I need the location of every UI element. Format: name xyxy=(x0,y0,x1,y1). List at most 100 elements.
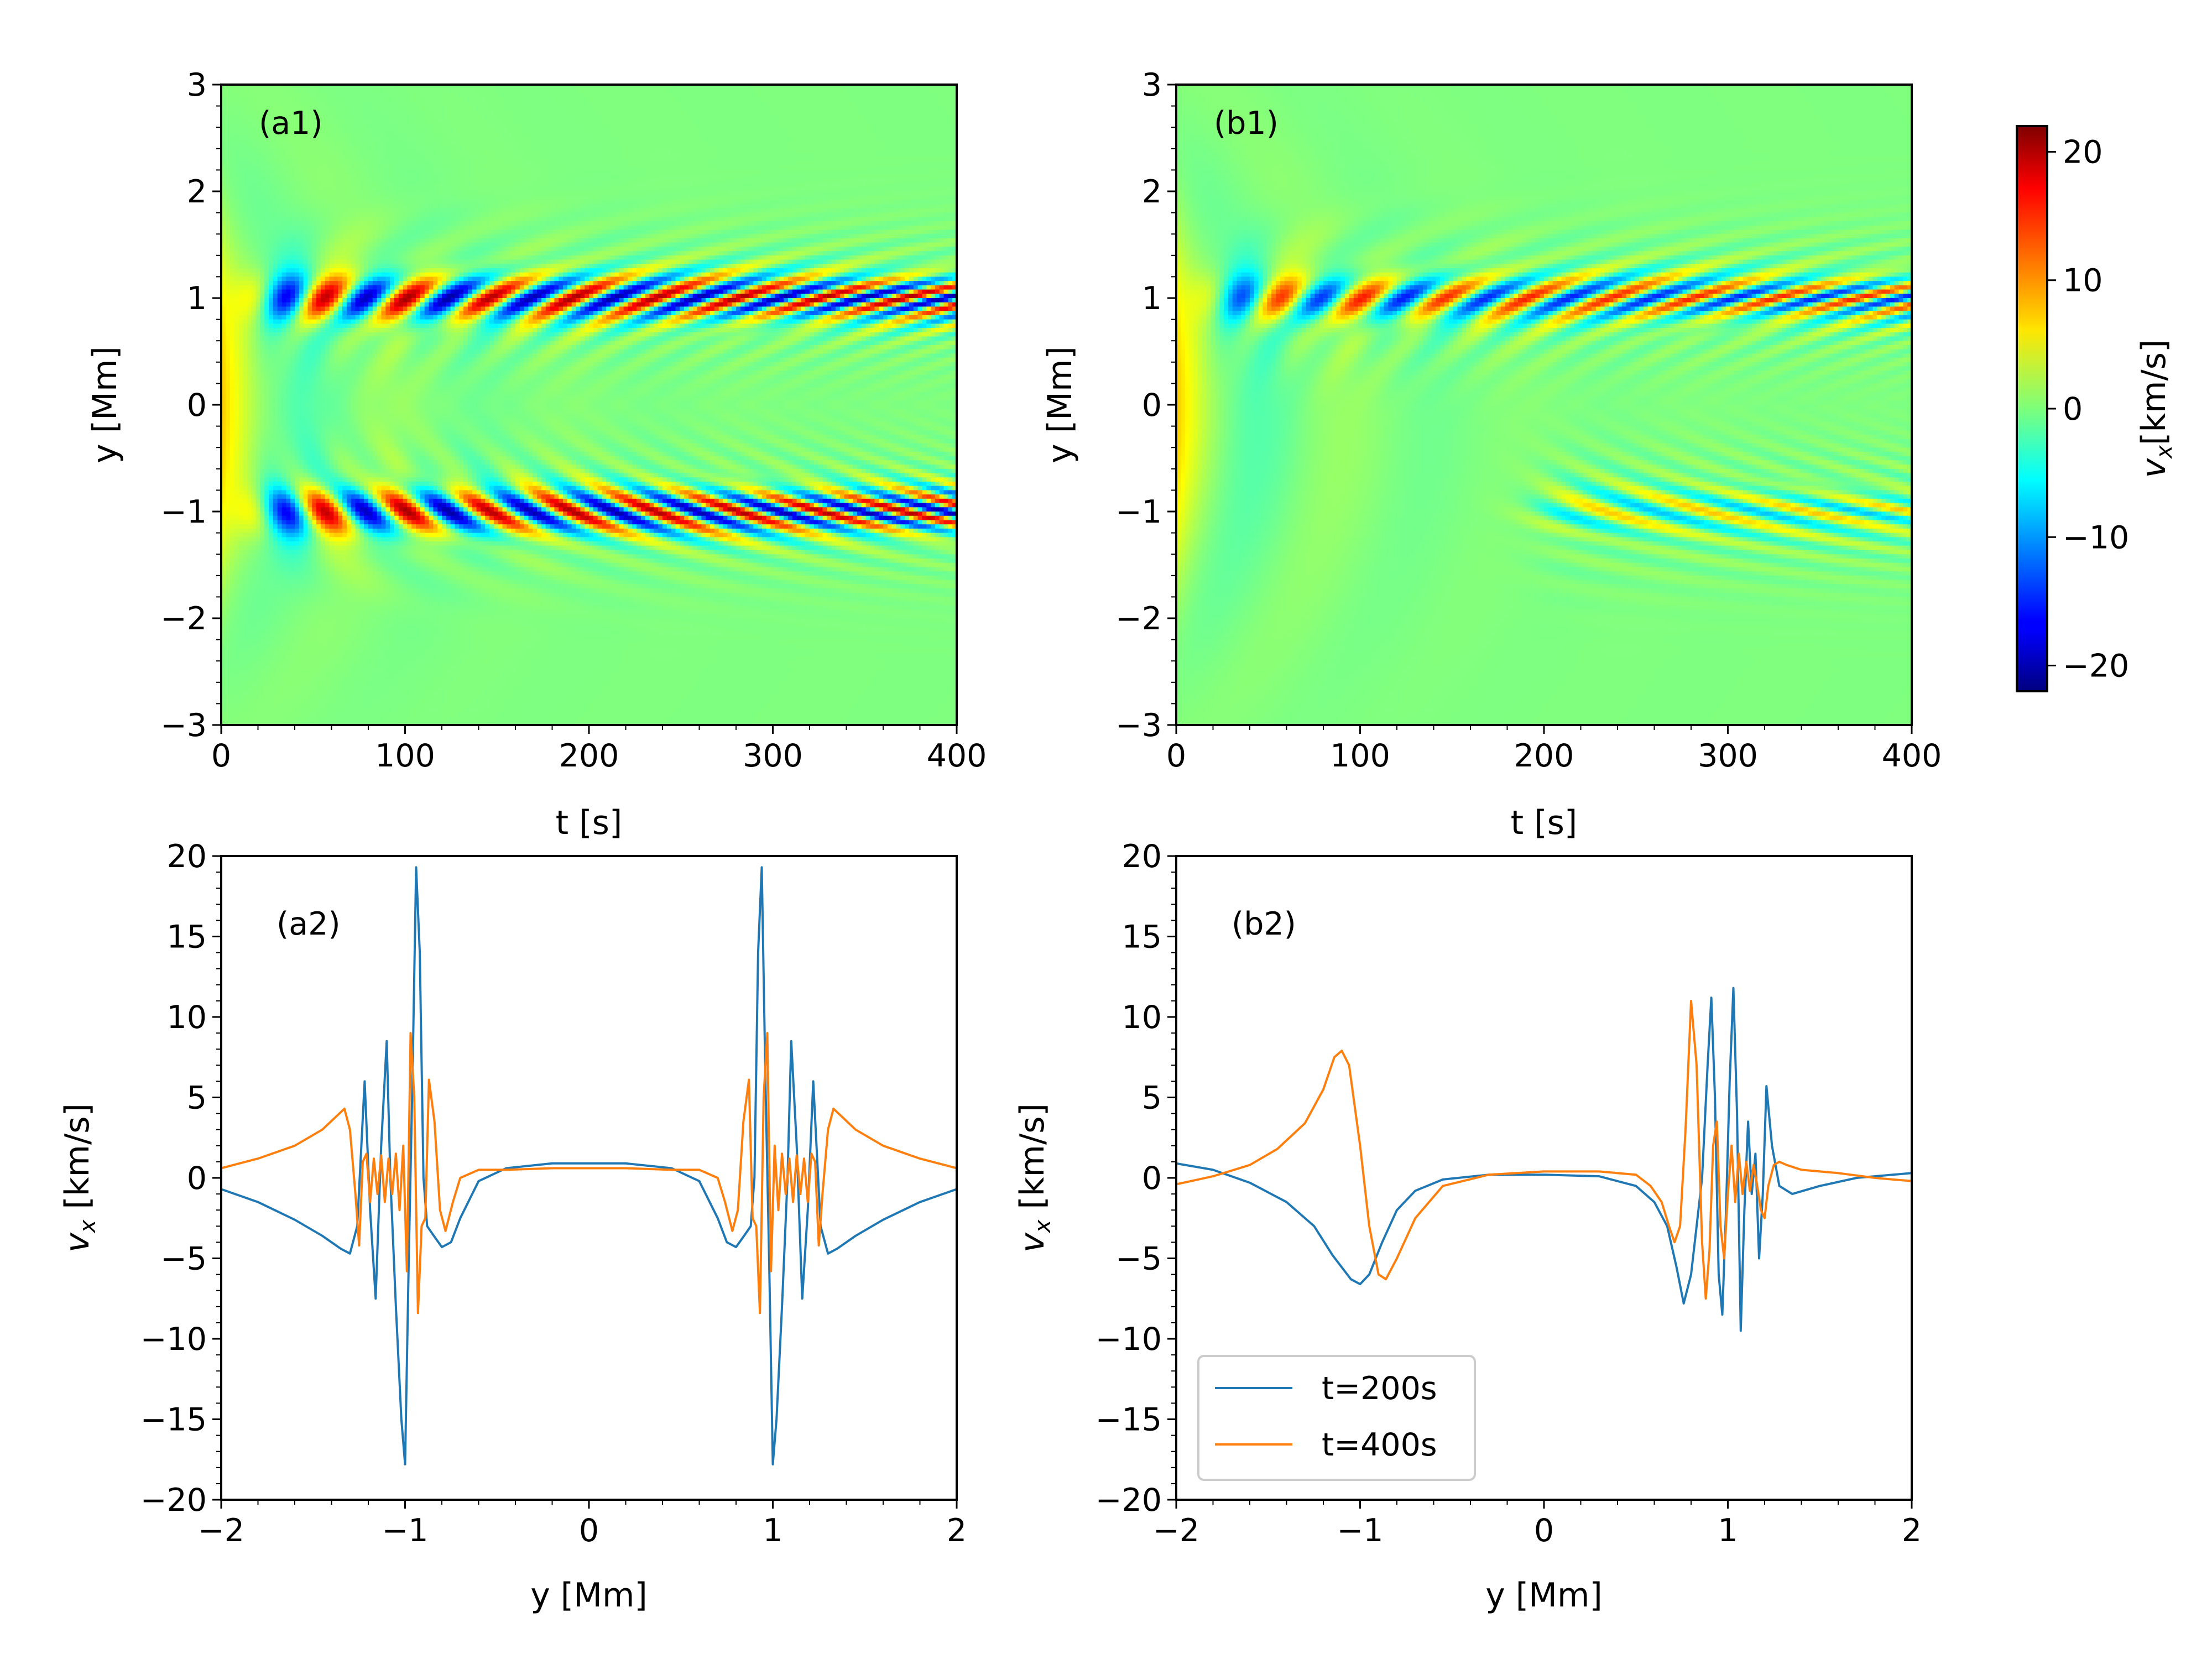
heatmap-cell xyxy=(256,375,260,379)
heatmap-cell xyxy=(238,183,243,187)
heatmap-cell xyxy=(252,708,256,712)
heatmap-cell xyxy=(252,140,256,144)
heatmap-cell xyxy=(226,281,230,285)
heatmap-cell xyxy=(247,200,252,204)
heatmap-cell xyxy=(230,610,234,614)
heatmap-cell xyxy=(264,606,269,610)
heatmap-cell xyxy=(243,405,247,409)
heatmap-cell xyxy=(234,221,238,226)
heatmap-cell xyxy=(269,507,273,512)
heatmap-cell xyxy=(264,700,269,704)
heatmap-cell xyxy=(234,631,238,635)
heatmap-cell xyxy=(252,618,256,623)
heatmap-cell xyxy=(226,153,230,158)
heatmap-cell xyxy=(226,656,230,661)
heatmap-cell xyxy=(238,473,243,478)
heatmap-cell xyxy=(226,520,230,524)
heatmap-cell xyxy=(256,260,260,264)
heatmap-cell xyxy=(234,503,238,508)
heatmap-cell xyxy=(256,328,260,332)
heatmap-cell xyxy=(226,524,230,529)
heatmap-cell xyxy=(264,473,269,478)
heatmap-cell xyxy=(234,648,238,653)
heatmap-cell xyxy=(226,413,230,418)
heatmap-cell xyxy=(252,529,256,533)
heatmap-cell xyxy=(247,140,252,144)
heatmap-cell xyxy=(238,123,243,127)
heatmap-cell xyxy=(230,234,234,238)
heatmap-cell xyxy=(238,516,243,520)
heatmap-cell xyxy=(243,243,247,247)
heatmap-cell xyxy=(243,678,247,682)
heatmap-cell xyxy=(260,93,264,97)
heatmap-cell xyxy=(230,661,234,665)
heatmap-cell xyxy=(264,597,269,601)
heatmap-cell xyxy=(260,157,264,161)
heatmap-cell xyxy=(252,221,256,226)
heatmap-cell xyxy=(260,149,264,153)
heatmap-cell xyxy=(260,653,264,657)
heatmap-cell xyxy=(247,712,252,717)
heatmap-cell xyxy=(264,273,269,277)
heatmap-cell xyxy=(260,670,264,674)
heatmap-cell xyxy=(256,447,260,452)
heatmap-cell xyxy=(260,588,264,593)
heatmap-cell xyxy=(247,349,252,354)
heatmap-cell xyxy=(269,290,273,294)
heatmap-cell xyxy=(243,255,247,260)
heatmap-cell xyxy=(226,439,230,444)
heatmap-cell xyxy=(264,550,269,554)
heatmap-cell xyxy=(238,229,243,234)
heatmap-cell xyxy=(260,644,264,648)
heatmap-cell xyxy=(243,640,247,644)
heatmap-cell xyxy=(238,550,243,554)
heatmap-cell xyxy=(243,208,247,213)
heatmap-cell xyxy=(252,717,256,721)
heatmap-cell xyxy=(260,563,264,567)
heatmap-cell xyxy=(269,217,273,221)
heatmap-cell xyxy=(243,648,247,653)
heatmap-cell xyxy=(256,593,260,597)
heatmap-cell xyxy=(226,456,230,461)
heatmap-cell xyxy=(230,320,234,324)
heatmap-cell xyxy=(238,670,243,674)
heatmap-cell xyxy=(234,473,238,478)
heatmap-cell xyxy=(230,486,234,491)
heatmap-cell xyxy=(230,439,234,444)
heatmap-cell xyxy=(256,537,260,541)
heatmap-cell xyxy=(243,507,247,512)
heatmap-cell xyxy=(247,499,252,503)
heatmap-cell xyxy=(243,397,247,401)
heatmap-cell xyxy=(243,426,247,431)
heatmap-cell xyxy=(226,512,230,516)
heatmap-cell xyxy=(260,255,264,260)
heatmap-cell xyxy=(260,486,264,491)
heatmap-cell xyxy=(252,243,256,247)
heatmap-cell xyxy=(238,717,243,721)
heatmap-cell xyxy=(234,477,238,482)
heatmap-cell xyxy=(256,298,260,302)
heatmap-cell xyxy=(243,674,247,678)
heatmap-cell xyxy=(252,234,256,238)
heatmap-cell xyxy=(256,221,260,226)
heatmap-cell xyxy=(264,717,269,721)
heatmap-cell xyxy=(230,631,234,635)
heatmap-cell xyxy=(256,170,260,174)
heatmap-cell xyxy=(230,255,234,260)
heatmap-cell xyxy=(252,670,256,674)
heatmap-cell xyxy=(247,635,252,640)
heatmap-cell xyxy=(243,584,247,588)
heatmap-cell xyxy=(234,273,238,277)
heatmap-cell xyxy=(269,469,273,473)
heatmap-cell xyxy=(230,204,234,208)
heatmap-cell xyxy=(252,567,256,571)
heatmap-cell xyxy=(234,546,238,550)
heatmap-cell xyxy=(256,486,260,491)
heatmap-cell xyxy=(256,618,260,623)
heatmap-cell xyxy=(238,469,243,473)
heatmap-cell xyxy=(234,490,238,494)
heatmap-cell xyxy=(264,601,269,606)
heatmap-cell xyxy=(256,281,260,285)
heatmap-cell xyxy=(252,379,256,384)
heatmap-cell xyxy=(238,89,243,93)
